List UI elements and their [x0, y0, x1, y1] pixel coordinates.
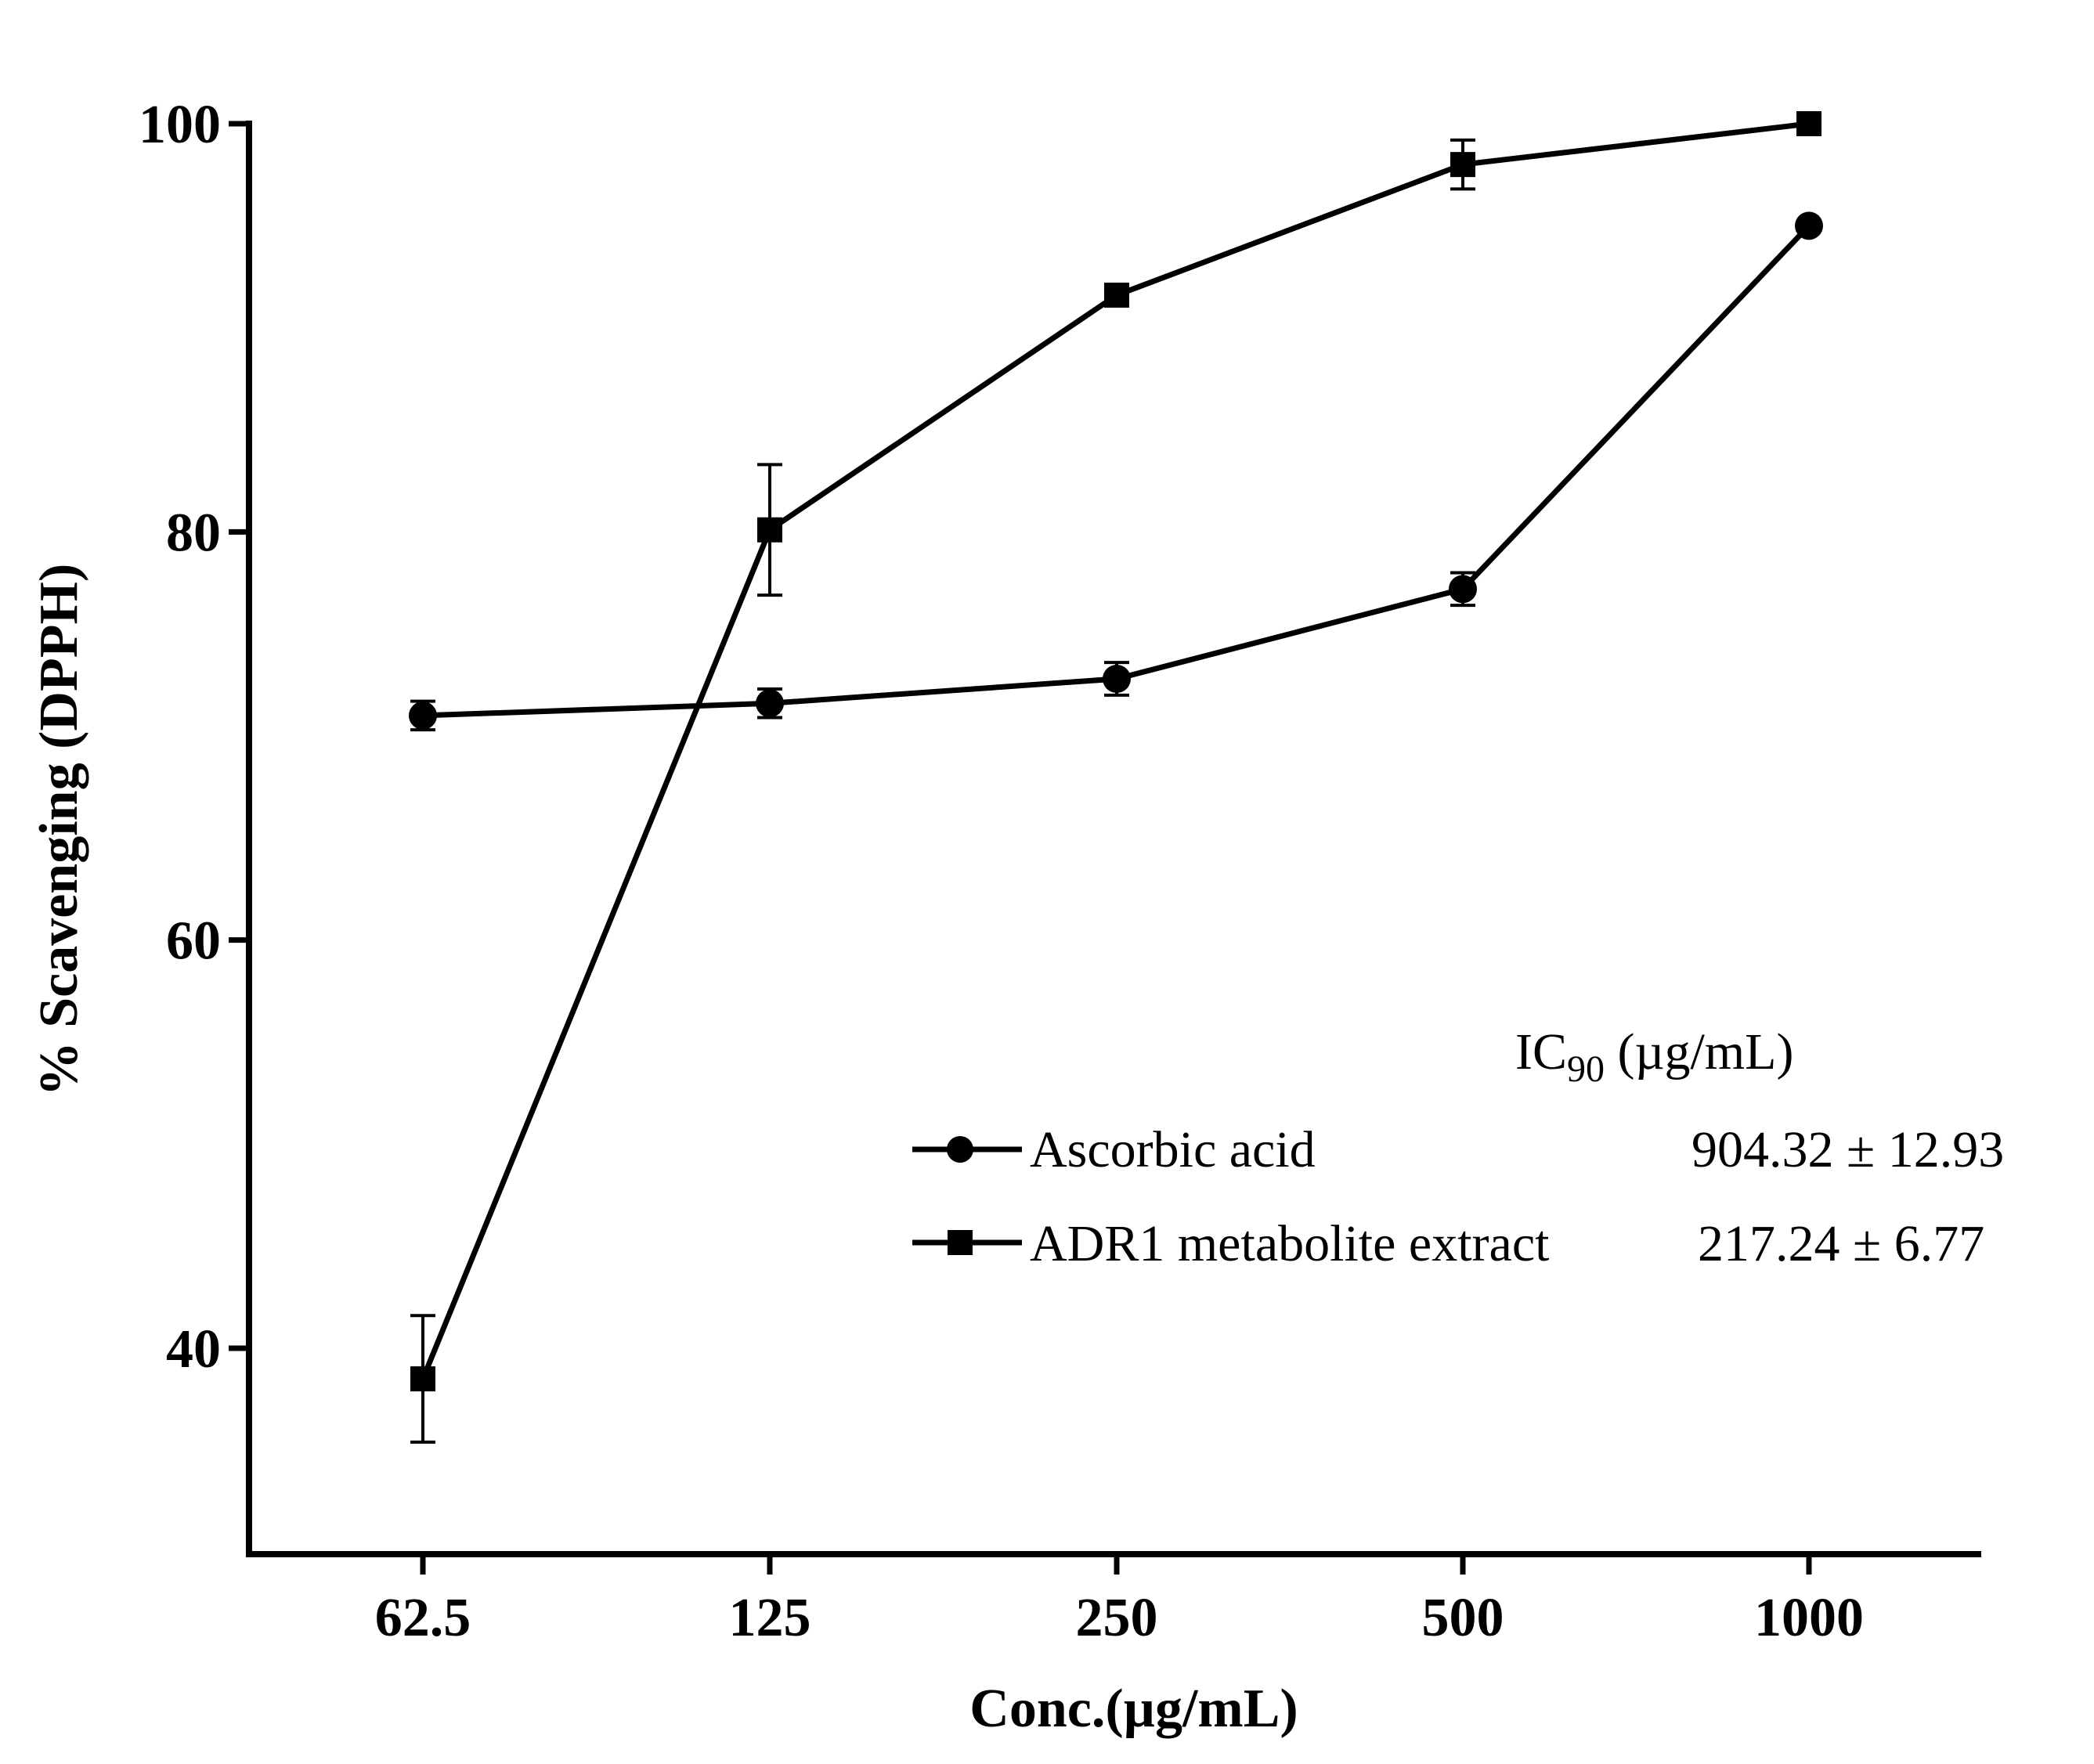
- data-point: [1795, 211, 1823, 240]
- data-point: [1450, 152, 1475, 178]
- data-point: [1104, 282, 1129, 308]
- series-line-adr1: [420, 121, 1810, 1380]
- x-axis-ticks: 62.5 125 250 500 1000: [375, 1554, 1864, 1648]
- series-adr1: [410, 111, 1821, 1444]
- legend-header: IC90 (µg/mL): [1515, 1023, 1793, 1090]
- data-point: [1103, 665, 1131, 694]
- legend: IC90 (µg/mL) Ascorbic acid 904.32 ± 12.9…: [912, 1023, 2004, 1272]
- y-tick-label: 40: [166, 1319, 221, 1380]
- x-tick-label: 500: [1422, 1588, 1504, 1648]
- legend-header-unit: (µg/mL): [1605, 1023, 1793, 1080]
- legend-ic90-ascorbic: 904.32 ± 12.93: [1691, 1121, 2004, 1178]
- axes: [246, 121, 1981, 1557]
- x-axis-label: Conc.(µg/mL): [969, 1679, 1298, 1739]
- data-point: [1796, 111, 1821, 136]
- y-axis-ticks: 40 60 80 100: [139, 95, 249, 1380]
- data-point: [1449, 575, 1477, 604]
- legend-label-ascorbic: Ascorbic acid: [1030, 1121, 1316, 1178]
- series-ascorbic: [409, 211, 1823, 732]
- legend-header-subscript: 90: [1567, 1048, 1605, 1090]
- y-tick-label: 100: [139, 95, 221, 155]
- x-tick-label: 1000: [1754, 1588, 1864, 1648]
- data-point: [409, 701, 437, 730]
- data-point: [757, 517, 782, 543]
- legend-marker-circle: [947, 1136, 973, 1163]
- legend-ic90-adr1: 217.24 ± 6.77: [1698, 1215, 1984, 1272]
- legend-header-main: IC: [1515, 1023, 1567, 1080]
- legend-marker-square: [948, 1230, 973, 1255]
- x-tick-label: 62.5: [375, 1588, 471, 1648]
- x-tick-label: 125: [729, 1588, 811, 1648]
- y-tick-label: 80: [166, 503, 221, 563]
- data-point: [410, 1366, 435, 1392]
- x-tick-label: 250: [1076, 1588, 1158, 1648]
- data-point: [756, 689, 784, 718]
- plot-area: [409, 111, 1823, 1444]
- y-tick-label: 60: [166, 911, 221, 972]
- y-axis-label: % Scavenging (DPPH): [29, 564, 89, 1097]
- legend-label-adr1: ADR1 metabolite extract: [1030, 1215, 1549, 1272]
